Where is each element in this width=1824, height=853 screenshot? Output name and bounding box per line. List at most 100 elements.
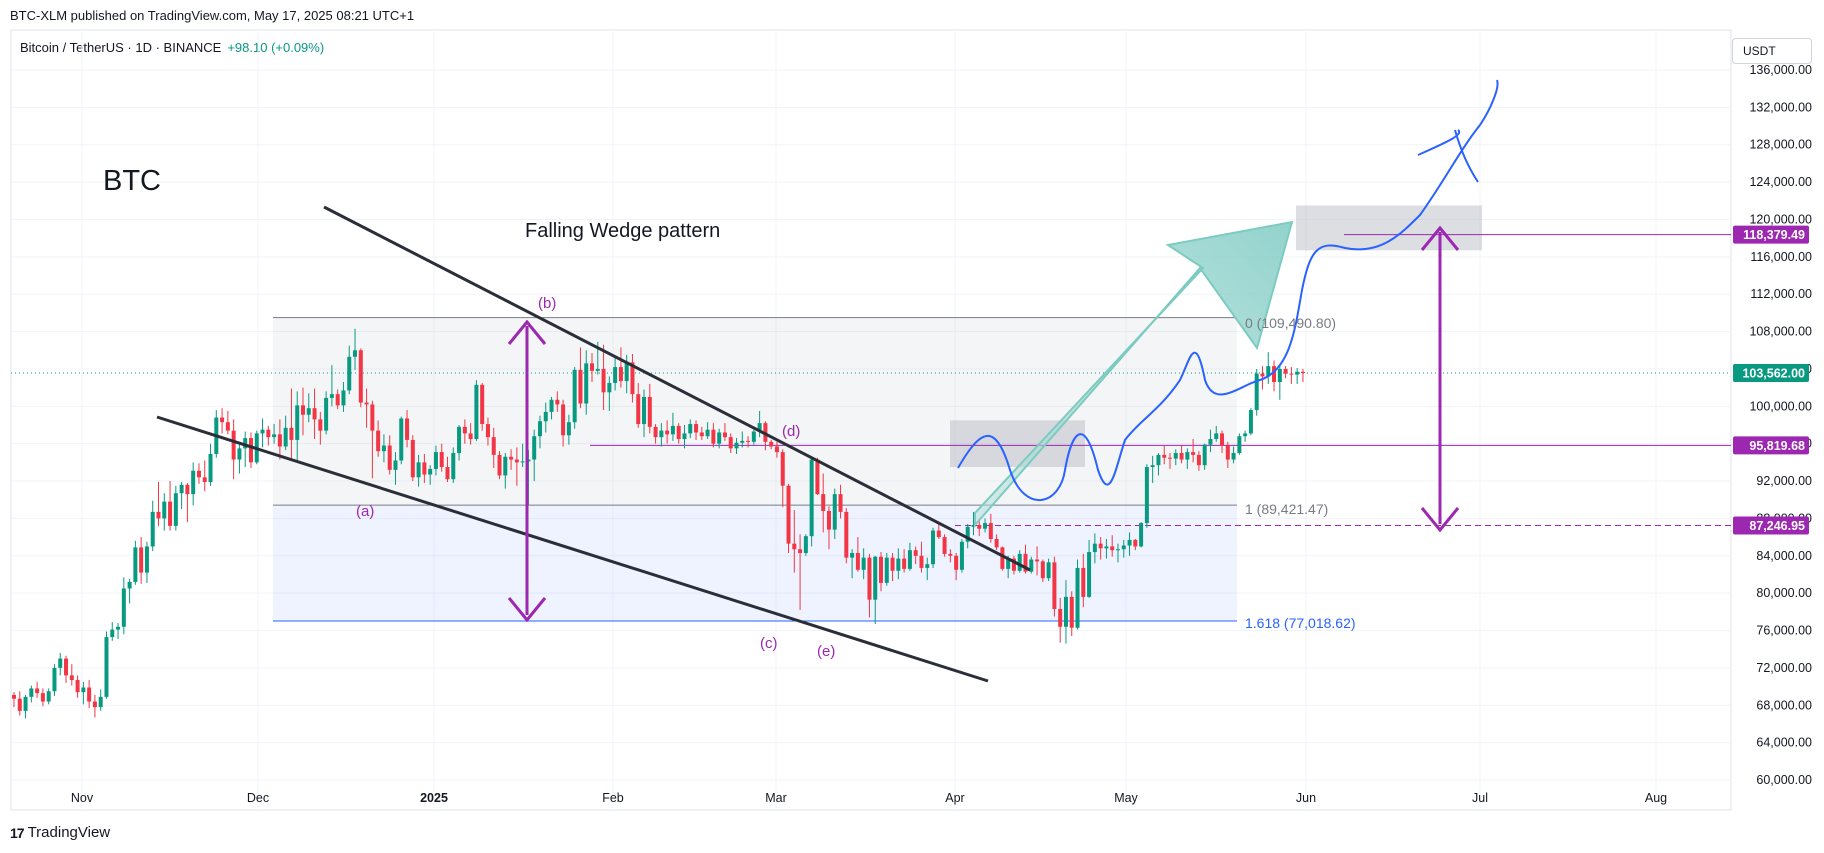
candle (636, 382, 641, 428)
candle (561, 399, 566, 447)
candle (722, 423, 727, 441)
price-tag-text: 87,246.95 (1749, 519, 1805, 533)
time-axis[interactable]: Nov Dec 2025 Feb Mar Apr May Jun Jul Aug (71, 791, 1667, 805)
candle (335, 389, 340, 410)
candle (75, 675, 80, 698)
price-level-lines (11, 234, 1731, 526)
wedge-lower-line[interactable] (156, 415, 989, 683)
candle (410, 435, 415, 482)
candle (474, 380, 479, 441)
y-tick-label: 108,000.00 (1749, 325, 1812, 339)
currency-button[interactable]: USDT (1732, 38, 1812, 64)
candle (948, 549, 953, 563)
candle (87, 680, 92, 709)
candle (1254, 368, 1259, 416)
candle (1185, 448, 1190, 469)
candle (139, 537, 144, 584)
wave-b-label: (b) (538, 295, 556, 312)
candle (40, 688, 45, 707)
candle (69, 664, 74, 686)
candle (1208, 429, 1213, 453)
y-tick-label: 76,000.00 (1756, 624, 1812, 638)
candle (601, 344, 606, 411)
y-tick-label: 100,000.00 (1749, 399, 1812, 413)
y-tick-label: 92,000.00 (1756, 474, 1812, 488)
candle (376, 420, 381, 457)
wedge-upper-line[interactable] (323, 205, 1031, 572)
candle (832, 488, 837, 539)
projection-arrow[interactable] (974, 220, 1294, 528)
candle (497, 451, 502, 480)
candle (364, 388, 369, 428)
candle (283, 415, 288, 451)
wave-d-label: (d) (782, 423, 800, 440)
candle (64, 655, 69, 683)
candle (1069, 591, 1074, 637)
y-tick-label: 68,000.00 (1756, 698, 1812, 712)
price-tag-text: 103,562.00 (1742, 367, 1805, 381)
candle (237, 443, 242, 474)
x-tick-label: Dec (247, 791, 269, 805)
wave-a-label: (a) (356, 503, 374, 520)
candle (1191, 439, 1196, 463)
candle (405, 410, 410, 448)
candle (971, 511, 976, 536)
candle (301, 387, 305, 436)
candle (566, 414, 571, 445)
tradingview-logo[interactable]: 17 TradingView (10, 824, 110, 841)
x-tick-label: Apr (945, 791, 964, 805)
candle (92, 694, 97, 718)
candle (156, 481, 161, 526)
candle (931, 527, 936, 568)
candle (260, 418, 265, 448)
wave-e-label: (e) (817, 643, 835, 660)
candle (838, 484, 843, 519)
candle (867, 553, 872, 618)
candle (1017, 550, 1022, 573)
x-tick-label: Jun (1296, 791, 1316, 805)
candle (295, 391, 300, 462)
candle (549, 396, 554, 420)
candle (855, 537, 860, 572)
candle (792, 510, 797, 573)
candle (1075, 559, 1080, 630)
candle (769, 439, 774, 450)
candle (890, 552, 895, 582)
candle (12, 692, 16, 708)
candle (1087, 539, 1092, 598)
candle (81, 681, 86, 705)
candle (815, 457, 820, 496)
candle (983, 518, 988, 533)
y-tick-label: 72,000.00 (1756, 661, 1812, 675)
y-tick-label: 128,000.00 (1749, 138, 1812, 152)
candle (1231, 446, 1236, 464)
price-tag-text: 118,379.49 (1743, 228, 1805, 242)
candle (618, 347, 623, 388)
projection-path[interactable] (957, 79, 1499, 502)
candle (774, 441, 779, 458)
measured-move-arrow-left[interactable] (507, 319, 547, 623)
candle (555, 391, 560, 412)
candle (202, 460, 207, 492)
y-tick-label: 116,000.00 (1750, 250, 1812, 264)
candle (133, 540, 138, 585)
candle (220, 408, 225, 434)
candle (1162, 445, 1167, 465)
candle (647, 383, 652, 434)
candle (1133, 538, 1138, 551)
candle (826, 506, 831, 550)
candle (584, 350, 589, 415)
price-axis[interactable]: 60,000.00 64,000.00 68,000.00 72,000.00 76,0… (1749, 63, 1812, 787)
candle (532, 429, 537, 482)
candle (35, 681, 40, 698)
measured-move-arrow-right[interactable] (1420, 225, 1460, 533)
price-tag-text: 95,819.68 (1749, 439, 1805, 453)
candle (1052, 556, 1057, 617)
candle (52, 664, 57, 696)
tv-logo-mark: 17 (10, 824, 25, 841)
candle (445, 456, 450, 482)
candle (121, 577, 126, 635)
candle (1035, 546, 1040, 576)
candle (318, 411, 323, 445)
